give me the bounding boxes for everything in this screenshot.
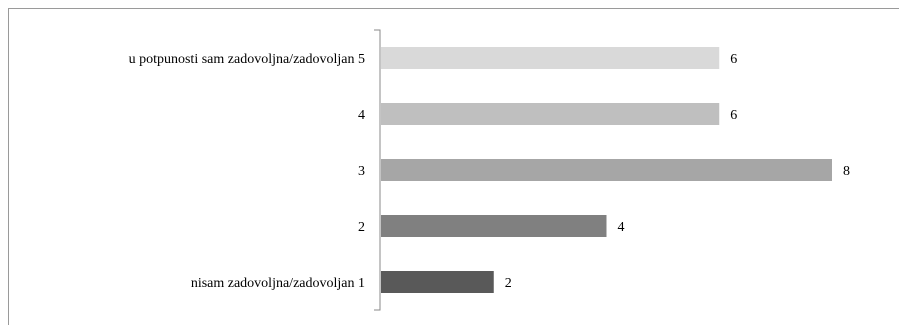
category-label-5: nisam zadovoljna/zadovoljan 1 [191,276,365,291]
category-label-2: 4 [358,108,365,123]
bar-4 [381,215,607,237]
data-label-2: 6 [730,108,737,123]
bar-1 [381,47,720,69]
data-label-3: 8 [843,164,850,179]
bars-group [381,47,832,293]
data-label-1: 6 [730,52,737,67]
category-label-4: 2 [358,220,365,235]
bar-2 [381,103,720,125]
data-label-5: 2 [505,276,512,291]
labels-group: u potpunosti sam zadovoljna/zadovoljan 5… [129,52,850,291]
bar-3 [381,159,832,181]
category-label-1: u potpunosti sam zadovoljna/zadovoljan 5 [129,52,365,67]
bar-5 [381,271,494,293]
category-axis [374,29,381,311]
category-label-3: 3 [358,164,365,179]
data-label-4: 4 [618,220,625,235]
